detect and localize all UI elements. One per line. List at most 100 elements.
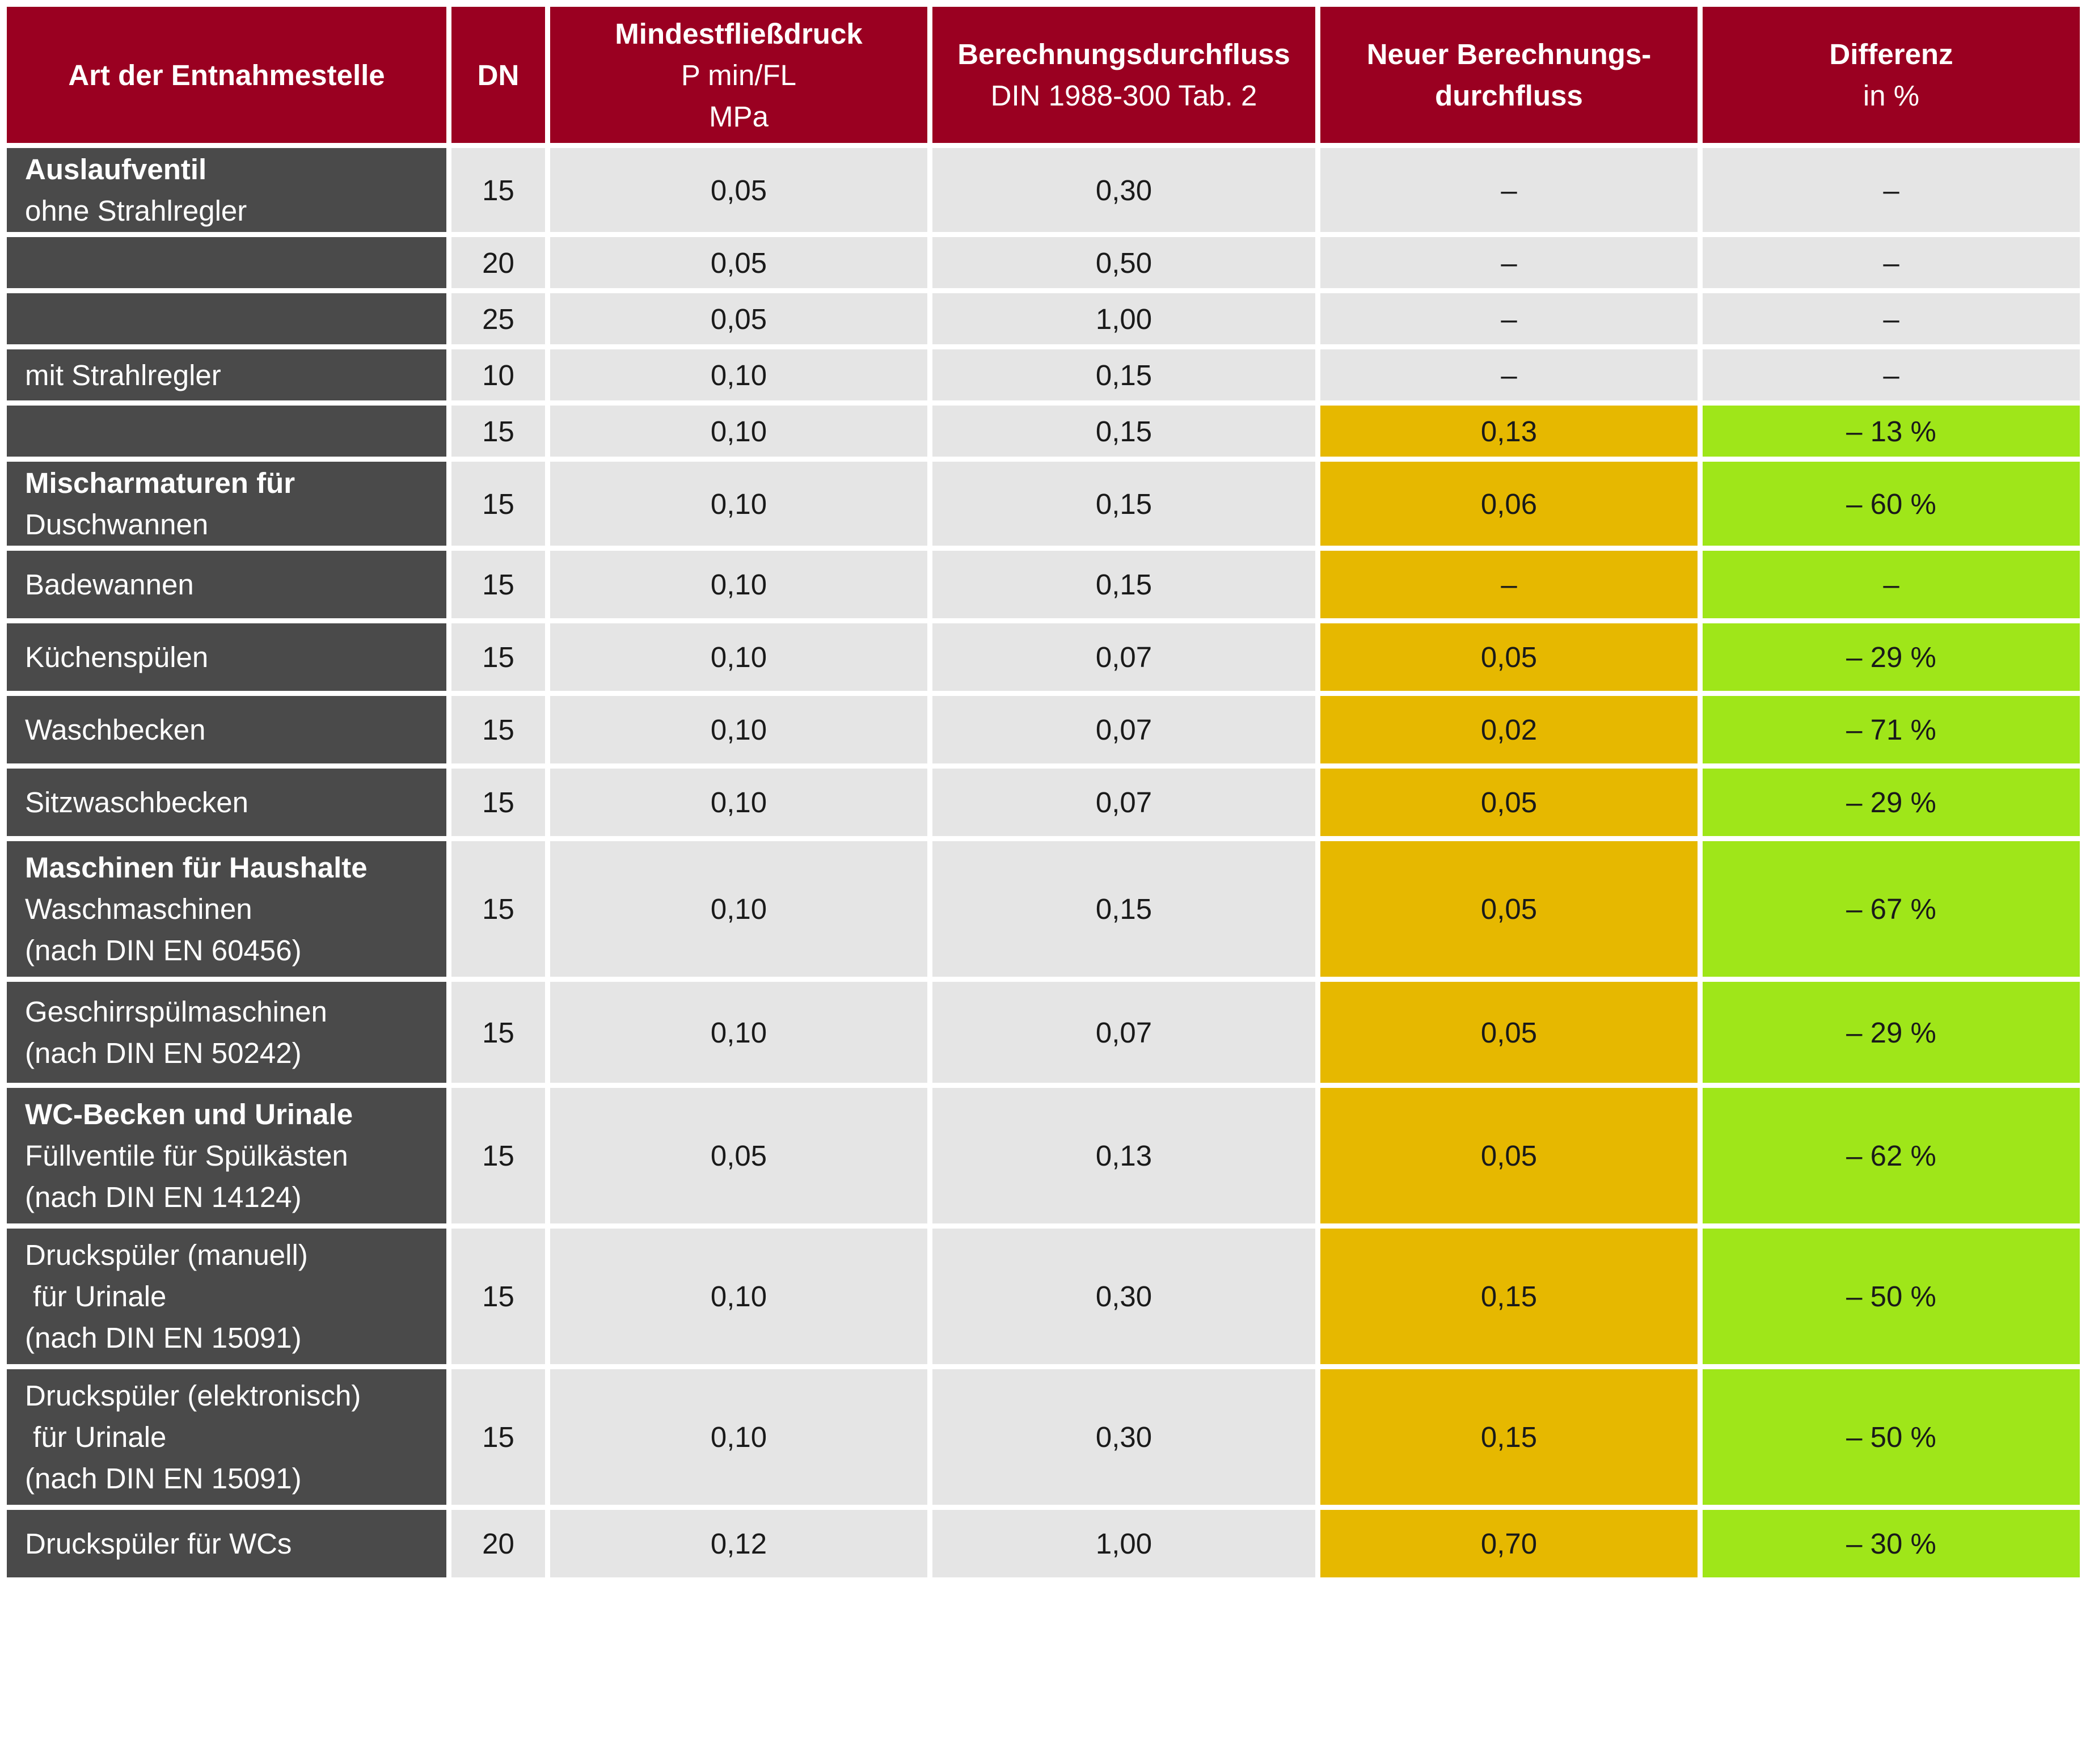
outlet-group-label: Auslaufventil	[25, 153, 207, 185]
header-new-flow-line1: Neuer Berechnungs-	[1366, 38, 1652, 70]
min-pressure-cell: 0,10	[550, 696, 927, 763]
difference-cell: – 71 %	[1703, 696, 2080, 763]
outlet-name-line: Füllventile für Spülkästen	[25, 1140, 348, 1172]
difference-cell: – 67 %	[1703, 841, 2080, 977]
calc-flow-cell: 1,00	[932, 1510, 1315, 1577]
outlet-name-cell: Auslaufventil ohne Strahlregler	[7, 148, 446, 232]
calc-flow-cell: 0,07	[932, 623, 1315, 691]
difference-cell: – 62 %	[1703, 1088, 2080, 1223]
difference-cell: –	[1703, 349, 2080, 400]
calc-flow-cell: 0,07	[932, 982, 1315, 1083]
min-pressure-cell: 0,05	[550, 293, 927, 344]
table-row: 25 0,05 1,00– –	[7, 293, 2080, 344]
new-flow-cell: –	[1320, 237, 1698, 288]
difference-cell: – 29 %	[1703, 982, 2080, 1083]
dn-cell: 15	[451, 406, 545, 457]
header-difference: Differenz in %	[1703, 7, 2080, 143]
new-flow-cell: 0,15	[1320, 1369, 1698, 1505]
outlet-name-line: Duschwannen	[25, 508, 209, 541]
calc-flow-cell: 1,00	[932, 293, 1315, 344]
outlet-group-label: Maschinen für Haushalte	[25, 851, 368, 884]
outlet-name-cell: Küchenspülen	[7, 623, 446, 691]
dn-cell: 20	[451, 1510, 545, 1577]
table-row: Druckspüler (elektronisch) für Urinale (n…	[7, 1369, 2080, 1505]
min-pressure-cell: 0,10	[550, 769, 927, 836]
header-calc-flow-title: Berechnungsdurchfluss	[957, 38, 1290, 70]
calc-flow-cell: 0,07	[932, 769, 1315, 836]
min-pressure-cell: 0,10	[550, 462, 927, 546]
dn-cell: 15	[451, 1369, 545, 1505]
header-dn-label: DN	[477, 58, 520, 91]
outlet-name-cell: Druckspüler (manuell) für Urinale (nach D…	[7, 1229, 446, 1364]
dn-cell: 20	[451, 237, 545, 288]
dn-cell: 15	[451, 148, 545, 232]
difference-cell: – 50 %	[1703, 1369, 2080, 1505]
outlet-name-line: Badewannen	[25, 568, 194, 601]
table-row: Badewannen 15 0,10 0,15– –	[7, 551, 2080, 618]
header-difference-unit: in %	[1863, 79, 1920, 112]
table-row: Sitzwaschbecken 15 0,10 0,07 0,05– 29 %	[7, 769, 2080, 836]
outlet-name-line: Druckspüler (elektronisch)	[25, 1379, 361, 1412]
outlet-name-line: mit Strahlregler	[25, 358, 221, 391]
new-flow-cell: 0,05	[1320, 623, 1698, 691]
outlet-group-label: WC-Becken und Urinale	[25, 1098, 353, 1130]
table-row: Druckspüler (manuell) für Urinale (nach D…	[7, 1229, 2080, 1364]
outlet-name-cell	[7, 237, 446, 288]
outlet-name-line: (nach DIN EN 15091)	[25, 1462, 302, 1495]
calc-flow-cell: 0,07	[932, 696, 1315, 763]
outlet-name-line: (nach DIN EN 15091)	[25, 1322, 302, 1354]
new-flow-cell: 0,06	[1320, 462, 1698, 546]
min-pressure-cell: 0,05	[550, 1088, 927, 1223]
header-outlet-type: Art der Entnahmestelle	[7, 7, 446, 143]
dn-cell: 15	[451, 982, 545, 1083]
new-flow-cell: 0,70	[1320, 1510, 1698, 1577]
header-min-pressure: Mindestfließdruck P min/FL MPa	[550, 7, 927, 143]
table-body: Auslaufventil ohne Strahlregler 15 0,05 0,30…	[7, 148, 2080, 1577]
flow-rate-table: Art der Entnahmestelle DN Mindestfließdr…	[2, 2, 2085, 1582]
dn-cell: 15	[451, 769, 545, 836]
difference-cell: –	[1703, 237, 2080, 288]
dn-cell: 15	[451, 623, 545, 691]
new-flow-cell: 0,13	[1320, 406, 1698, 457]
table-row: 20 0,05 0,50– –	[7, 237, 2080, 288]
header-new-flow-line2: durchfluss	[1435, 79, 1583, 112]
outlet-name-line: Küchenspülen	[25, 641, 209, 673]
min-pressure-cell: 0,12	[550, 1510, 927, 1577]
difference-cell: – 13 %	[1703, 406, 2080, 457]
new-flow-cell: –	[1320, 349, 1698, 400]
dn-cell: 10	[451, 349, 545, 400]
difference-cell: – 29 %	[1703, 769, 2080, 836]
header-calc-flow: Berechnungsdurchfluss DIN 1988-300 Tab. …	[932, 7, 1315, 143]
header-difference-title: Differenz	[1829, 38, 1953, 70]
table-row: Druckspüler für WCs 20 0,12 1,00 0,70– 30 %	[7, 1510, 2080, 1577]
header-dn: DN	[451, 7, 545, 143]
outlet-name-cell	[7, 293, 446, 344]
outlet-name-cell: Maschinen für Haushalte Waschmaschinen (na…	[7, 841, 446, 977]
calc-flow-cell: 0,15	[932, 841, 1315, 977]
table-row: mit Strahlregler 10 0,10 0,15– –	[7, 349, 2080, 400]
outlet-name-line: ohne Strahlregler	[25, 195, 247, 227]
dn-cell: 15	[451, 1229, 545, 1364]
new-flow-cell: 0,05	[1320, 1088, 1698, 1223]
dn-cell: 15	[451, 696, 545, 763]
table-row: Maschinen für Haushalte Waschmaschinen (na…	[7, 841, 2080, 977]
outlet-name-cell: Druckspüler für WCs	[7, 1510, 446, 1577]
header-min-pressure-symbol: P min/FL	[681, 58, 797, 91]
min-pressure-cell: 0,10	[550, 551, 927, 618]
outlet-name-line: (nach DIN EN 60456)	[25, 934, 302, 967]
dn-cell: 25	[451, 293, 545, 344]
outlet-name-cell: WC-Becken und Urinale Füllventile für Spü…	[7, 1088, 446, 1223]
min-pressure-cell: 0,05	[550, 148, 927, 232]
calc-flow-cell: 0,15	[932, 551, 1315, 618]
dn-cell: 15	[451, 841, 545, 977]
header-new-flow: Neuer Berechnungs- durchfluss	[1320, 7, 1698, 143]
difference-cell: –	[1703, 293, 2080, 344]
outlet-name-cell: Mischarmaturen für Duschwannen	[7, 462, 446, 546]
outlet-name-line: Geschirrspülmaschinen	[25, 995, 327, 1028]
min-pressure-cell: 0,05	[550, 237, 927, 288]
header-min-pressure-title: Mindestfließdruck	[615, 17, 863, 50]
new-flow-cell: –	[1320, 148, 1698, 232]
header-calc-flow-source: DIN 1988-300 Tab. 2	[990, 79, 1257, 112]
header-min-pressure-unit: MPa	[709, 100, 769, 133]
outlet-name-line: für Urinale	[25, 1280, 167, 1313]
